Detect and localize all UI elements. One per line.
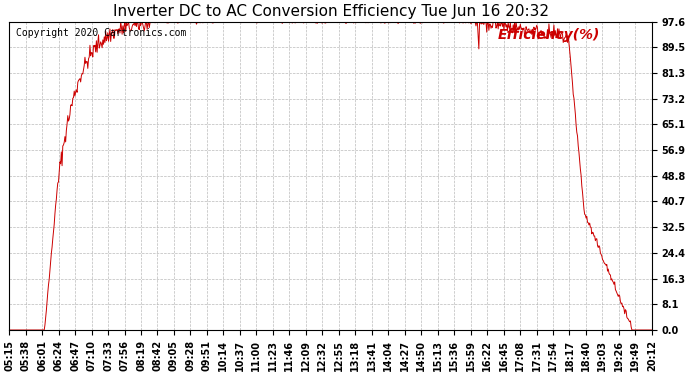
Title: Inverter DC to AC Conversion Efficiency Tue Jun 16 20:32: Inverter DC to AC Conversion Efficiency …	[112, 4, 549, 19]
Text: Efficiency(%): Efficiency(%)	[497, 28, 600, 42]
Text: Copyright 2020 Cartronics.com: Copyright 2020 Cartronics.com	[16, 28, 186, 38]
